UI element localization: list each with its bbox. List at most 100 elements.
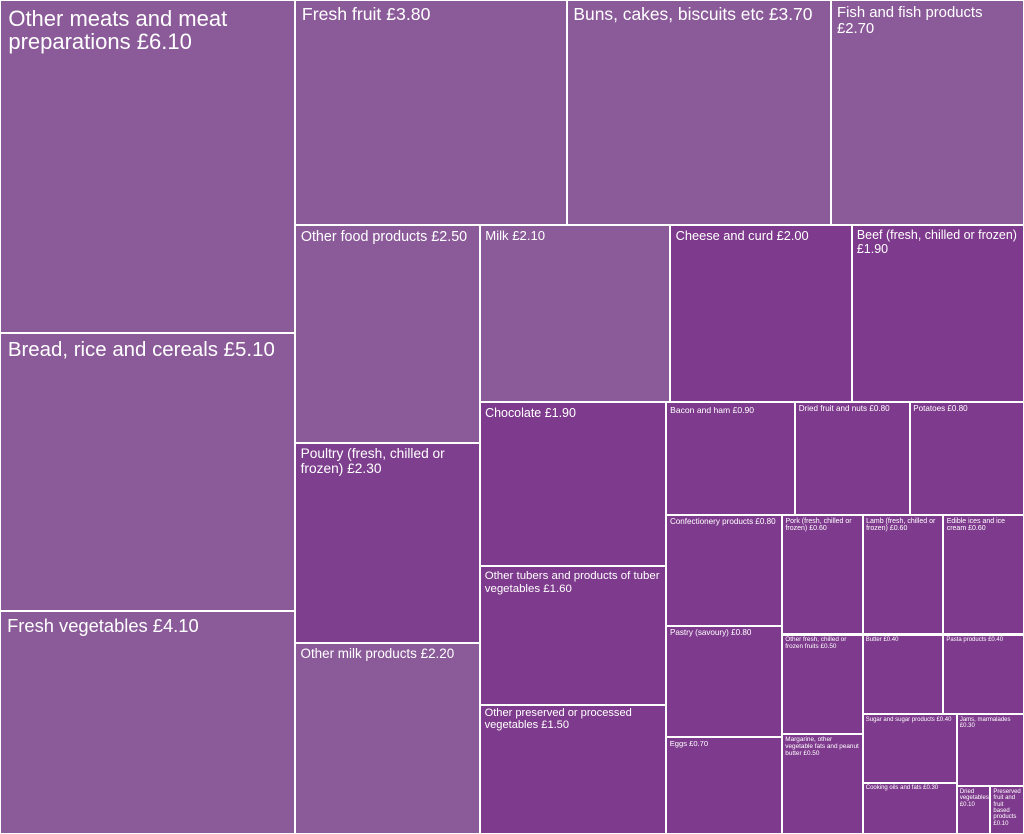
cell-value-label: £0.40 [883,637,899,643]
treemap-cell: Butter £0.40 [863,635,943,714]
cell-value-label: £0.60 [809,525,827,533]
cell-value-label: £0.70 [689,738,709,748]
cell-value-label: £0.10 [959,801,975,808]
cell-label: Other food products [300,228,428,245]
treemap-cell: Bacon and ham £0.90 [667,403,795,514]
cell-label: Jams, marmalades [959,716,1011,723]
cell-label: Butter [865,637,882,643]
treemap-cell: Other milk products £2.20 [296,643,479,833]
cell-value-label: £3.70 [768,4,813,25]
treemap-cell: Dried vegetables £0.10 [957,787,990,833]
cell-label: Lamb (fresh, chilled or frozen) [866,517,936,533]
treemap-cell: Buns, cakes, biscuits etc £3.70 [567,1,831,225]
cell-label: Pasta products [946,637,987,643]
cell-label: Pork (fresh, chilled or frozen) [785,517,852,533]
cell-value-label: £0.80 [731,627,752,637]
treemap-cell: Beef (fresh, chilled or frozen) £1.90 [852,226,1023,402]
treemap-cell: Preserved fruit and fruit based products… [991,787,1023,833]
cell-value-label: £3.80 [386,4,431,25]
cell-label: Bread, rice and cereals [7,337,218,361]
treemap-cell: Sugar and sugar products £0.40 [863,715,956,782]
treemap-cell: Margarine, other vegetable fats and pean… [783,735,862,833]
cell-value-label: £1.50 [541,719,570,732]
cell-value-label: £2.10 [512,228,546,244]
treemap-cell: Chocolate £1.90 [480,403,666,566]
cell-label: Confectionery products [669,516,754,526]
cell-value-label: £2.20 [420,645,455,661]
cell-label: Fresh vegetables [7,615,148,637]
cell-value-label: £0.60 [889,525,908,533]
treemap-cell: Dried fruit and nuts £0.80 [796,403,909,514]
cell-label: Other meats and meat preparations [8,5,228,55]
cell-label: Beef (fresh, chilled or frozen) [856,228,1017,243]
cell-label: Fish and fish products [836,4,983,21]
cell-label: Pastry (savoury) [669,627,729,637]
treemap-cell: Cooking oils and fats £0.30 [863,783,956,833]
cell-label: Preserved fruit and fruit based products [993,788,1021,821]
treemap-cell: Other fresh, chilled or frozen fruits £0… [783,635,862,734]
treemap-cell: Pork (fresh, chilled or frozen) £0.60 [783,515,862,634]
cell-label: Milk [485,228,509,244]
treemap-cell: Jams, marmalades £0.30 [957,715,1023,786]
cell-value-label: £2.70 [836,20,875,37]
treemap-cell: Confectionery products £0.80 [667,515,782,625]
treemap-cell: Pasta products £0.40 [944,635,1023,714]
cell-label: Dried vegetables [959,788,989,802]
cell-value-label: £1.90 [856,241,889,256]
treemap-cell: Edible ices and ice cream £0.60 [944,515,1023,634]
cell-value-label: £0.60 [968,525,986,533]
cell-value-label: £0.10 [993,820,1009,827]
cell-value-label: £2.50 [431,228,468,245]
cell-value-label: £0.80 [947,404,968,414]
treemap-cell: Potatoes £0.80 [910,403,1023,514]
treemap-cell: Poultry (fresh, chilled or frozen) £2.30 [296,443,479,642]
cell-label: Eggs [669,738,688,748]
treemap-cell: Cheese and curd £2.00 [671,226,851,402]
cell-value-label: £5.10 [223,337,275,361]
cell-value-label: £0.90 [732,404,755,415]
treemap-cell: Other tubers and products of tuber veget… [480,567,666,704]
cell-label: Other milk products [300,645,417,661]
cell-value-label: £2.00 [776,228,809,244]
cell-value-label: £1.60 [543,582,572,595]
cell-value-label: £1.90 [544,405,576,420]
cell-label: Sugar and sugar products [865,716,935,723]
treemap-cell: Lamb (fresh, chilled or frozen) £0.60 [863,515,943,634]
cell-label: Other fresh, chilled or frozen fruits [785,636,847,650]
cell-label: Edible ices and ice cream [946,517,1006,533]
cell-label: Other preserved or processed vegetables [484,707,632,732]
cell-label: Buns, cakes, biscuits etc [573,4,764,25]
treemap-cell: Fresh fruit £3.80 [296,1,566,225]
cell-label: Potatoes [913,404,946,414]
treemap-cell: Fresh vegetables £4.10 [1,611,295,833]
cell-label: Dried fruit and nuts [798,404,868,414]
cell-value-label: £2.30 [347,460,382,476]
cell-value-label: £0.40 [936,716,952,723]
cell-value-label: £6.10 [136,29,192,55]
treemap-cell: Milk £2.10 [480,226,670,402]
cell-label: Bacon and ham [670,404,731,415]
treemap-cell: Other food products £2.50 [296,226,479,442]
treemap-cell: Bread, rice and cereals £5.10 [1,333,295,610]
treemap-cell: Other meats and meat preparations £6.10 [1,1,295,332]
cell-label: Other tubers and products of tuber veget… [484,570,660,595]
cell-value-label: £0.50 [803,749,820,757]
cell-value-label: £4.10 [152,615,199,637]
cell-label: Cooking oils and fats [865,785,922,792]
cell-value-label: £0.80 [869,404,890,414]
cell-label: Fresh fruit [301,4,382,25]
cell-label: Chocolate [485,405,542,420]
treemap-cell: Fish and fish products £2.70 [832,1,1023,225]
treemap-cell: Other preserved or processed vegetables … [480,705,666,833]
cell-value-label: £0.30 [959,723,975,730]
cell-value-label: £0.50 [820,643,837,650]
cell-value-label: £0.80 [755,516,776,526]
treemap-cell: Eggs £0.70 [667,737,782,833]
cell-label: Poultry (fresh, chilled or frozen) [300,445,445,476]
cell-value-label: £0.30 [923,785,939,792]
cell-value-label: £0.40 [988,637,1004,643]
cell-label: Cheese and curd [675,228,774,244]
treemap-cell: Pastry (savoury) £0.80 [667,626,782,736]
cell-label: Margarine, other vegetable fats and pean… [785,735,859,757]
